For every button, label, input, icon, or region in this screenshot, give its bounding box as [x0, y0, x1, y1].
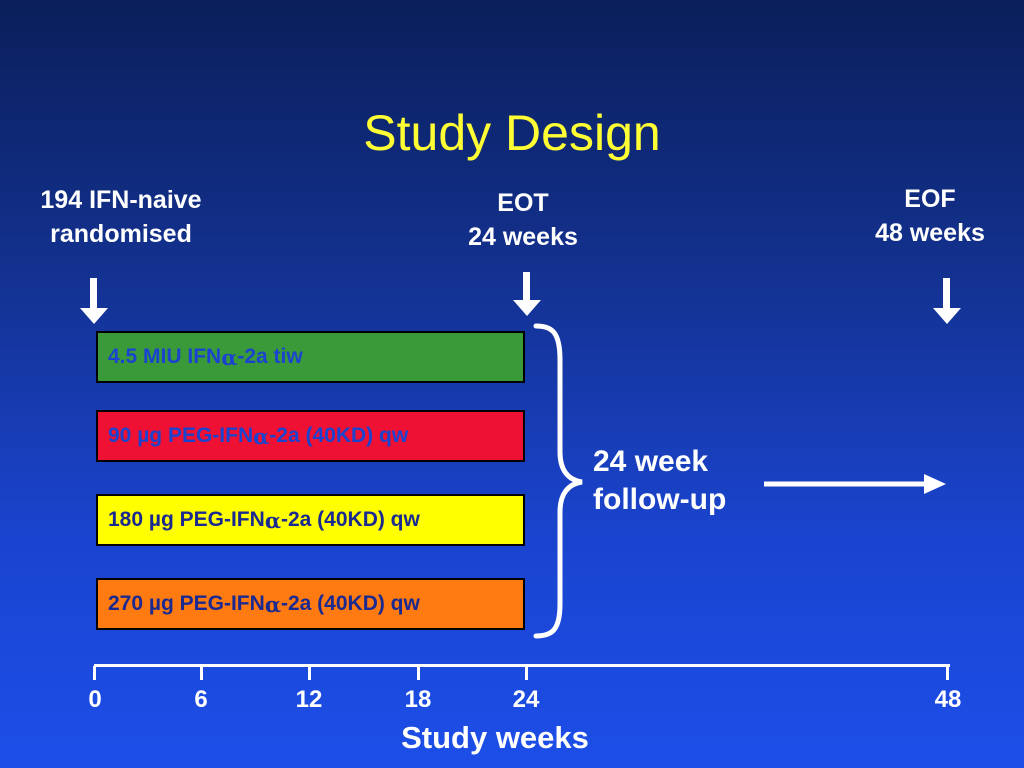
milestone-randomised-line1: 194 IFN-naive [40, 186, 202, 214]
axis-tick-label: 48 [934, 686, 962, 713]
axis-tick [93, 666, 96, 680]
arm-label-greek: α [264, 507, 281, 533]
arm-label-suffix: -2a (40KD) qw [280, 508, 420, 531]
axis-tick-label: 0 [88, 686, 102, 713]
arm-label-greek: α [264, 591, 281, 617]
curly-brace-icon [533, 323, 583, 639]
arm-label-prefix: 270 µg PEG-IFN [108, 592, 265, 615]
right-arrow-icon [764, 474, 946, 494]
axis-tick-label: 12 [295, 686, 323, 713]
treatment-arm-bar: 270 µg PEG-IFN α -2a (40KD) qw [96, 578, 525, 630]
treatment-arm-bar: 4.5 MIU IFN α -2a tiw [96, 331, 525, 383]
milestone-eof-line2: 48 weeks [875, 219, 985, 247]
arm-label-suffix: -2a tiw [237, 345, 303, 368]
axis-tick-label: 24 [512, 686, 540, 713]
down-arrow-icon [80, 278, 108, 324]
milestone-eot: EOT 24 weeks [423, 186, 623, 254]
axis-tick [308, 666, 311, 680]
axis-title: Study weeks [401, 720, 589, 755]
arm-label-prefix: 4.5 MIU IFN [108, 345, 222, 368]
arm-label-prefix: 180 µg PEG-IFN [108, 508, 265, 531]
axis-tick [417, 666, 420, 680]
milestone-randomised-line2: randomised [50, 220, 192, 248]
axis-tick [946, 666, 949, 680]
arm-label-greek: α [221, 344, 238, 370]
arm-label-greek: α [253, 423, 270, 449]
followup-label: 24 week follow-up [593, 443, 726, 519]
treatment-arm-bar: 90 µg PEG-IFN α -2a (40KD) qw [96, 410, 525, 462]
arm-label-suffix: -2a (40KD) qw [280, 592, 420, 615]
timeline-axis [94, 664, 950, 667]
slide-title: Study Design [363, 105, 661, 161]
arm-label-suffix: -2a (40KD) qw [269, 424, 409, 447]
axis-tick-label: 18 [404, 686, 432, 713]
axis-tick-label: 6 [194, 686, 208, 713]
treatment-arm-bar: 180 µg PEG-IFN α -2a (40KD) qw [96, 494, 525, 546]
down-arrow-icon [933, 278, 961, 324]
milestone-randomised: 194 IFN-naive randomised [10, 183, 232, 251]
down-arrow-icon [513, 272, 541, 316]
milestone-eof-line1: EOF [904, 185, 956, 213]
followup-line2: follow-up [593, 483, 727, 516]
axis-tick [200, 666, 203, 680]
axis-tick [525, 666, 528, 680]
milestone-eot-line2: 24 weeks [468, 223, 578, 251]
milestone-eof: EOF 48 weeks [830, 182, 1024, 250]
arm-label-prefix: 90 µg PEG-IFN [108, 424, 254, 447]
followup-line1: 24 week [593, 445, 709, 478]
milestone-eot-line1: EOT [497, 189, 549, 217]
